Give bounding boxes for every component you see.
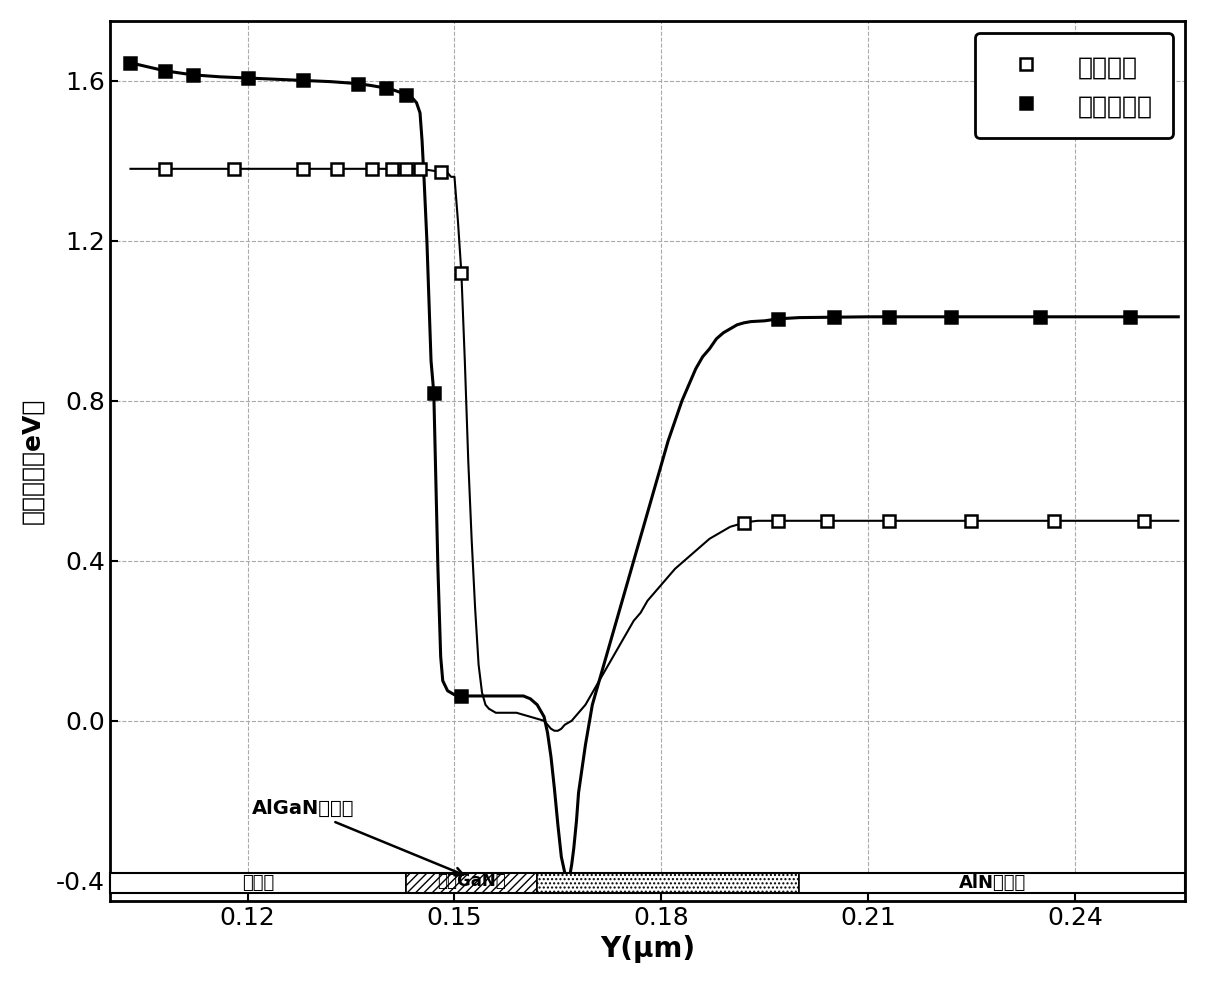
本发明结构: [882, 311, 896, 323]
Bar: [406, 873, 537, 892]
常规结构: [433, 166, 447, 178]
本发明结构: [399, 89, 414, 100]
常规结构: [399, 163, 414, 175]
Text: AlN成核层: AlN成核层: [959, 874, 1026, 892]
本发明结构: [427, 387, 441, 399]
Text: 本征GaN层: 本征GaN层: [438, 872, 507, 890]
Bar: [110, 873, 1185, 892]
常规结构: [882, 515, 896, 526]
本发明结构: [1034, 311, 1048, 323]
Bar: [537, 873, 800, 892]
本发明结构: [123, 57, 137, 69]
常规结构: [295, 163, 310, 175]
本发明结构: [295, 75, 310, 87]
常规结构: [965, 515, 979, 526]
常规结构: [455, 267, 469, 278]
本发明结构: [455, 690, 469, 702]
本发明结构: [158, 65, 172, 77]
常规结构: [412, 163, 427, 175]
本发明结构: [943, 311, 958, 323]
常规结构: [1136, 515, 1151, 526]
Line: 常规结构: 常规结构: [159, 162, 1151, 529]
常规结构: [330, 163, 345, 175]
常规结构: [819, 515, 833, 526]
常规结构: [385, 163, 399, 175]
常规结构: [364, 163, 379, 175]
常规结构: [771, 515, 785, 526]
Bar: [110, 873, 406, 892]
常规结构: [1047, 515, 1061, 526]
Text: AlGaN掉杂层: AlGaN掉杂层: [252, 799, 463, 876]
本发明结构: [186, 69, 200, 81]
X-axis label: Y(μm): Y(μm): [599, 935, 695, 963]
本发明结构: [351, 78, 365, 90]
本发明结构: [771, 313, 785, 325]
常规结构: [227, 163, 241, 175]
本发明结构: [1123, 311, 1137, 323]
Line: 本发明结构: 本发明结构: [124, 56, 1136, 702]
Bar: [800, 873, 1185, 892]
Y-axis label: 导带能量（eV）: 导带能量（eV）: [21, 398, 45, 523]
本发明结构: [240, 72, 254, 84]
常规结构: [737, 517, 751, 528]
本发明结构: [379, 82, 393, 93]
Legend: 常规结构, 本发明结构: 常规结构, 本发明结构: [976, 33, 1172, 139]
常规结构: [158, 163, 172, 175]
Text: 钝化层: 钝化层: [242, 874, 274, 892]
本发明结构: [826, 311, 841, 323]
